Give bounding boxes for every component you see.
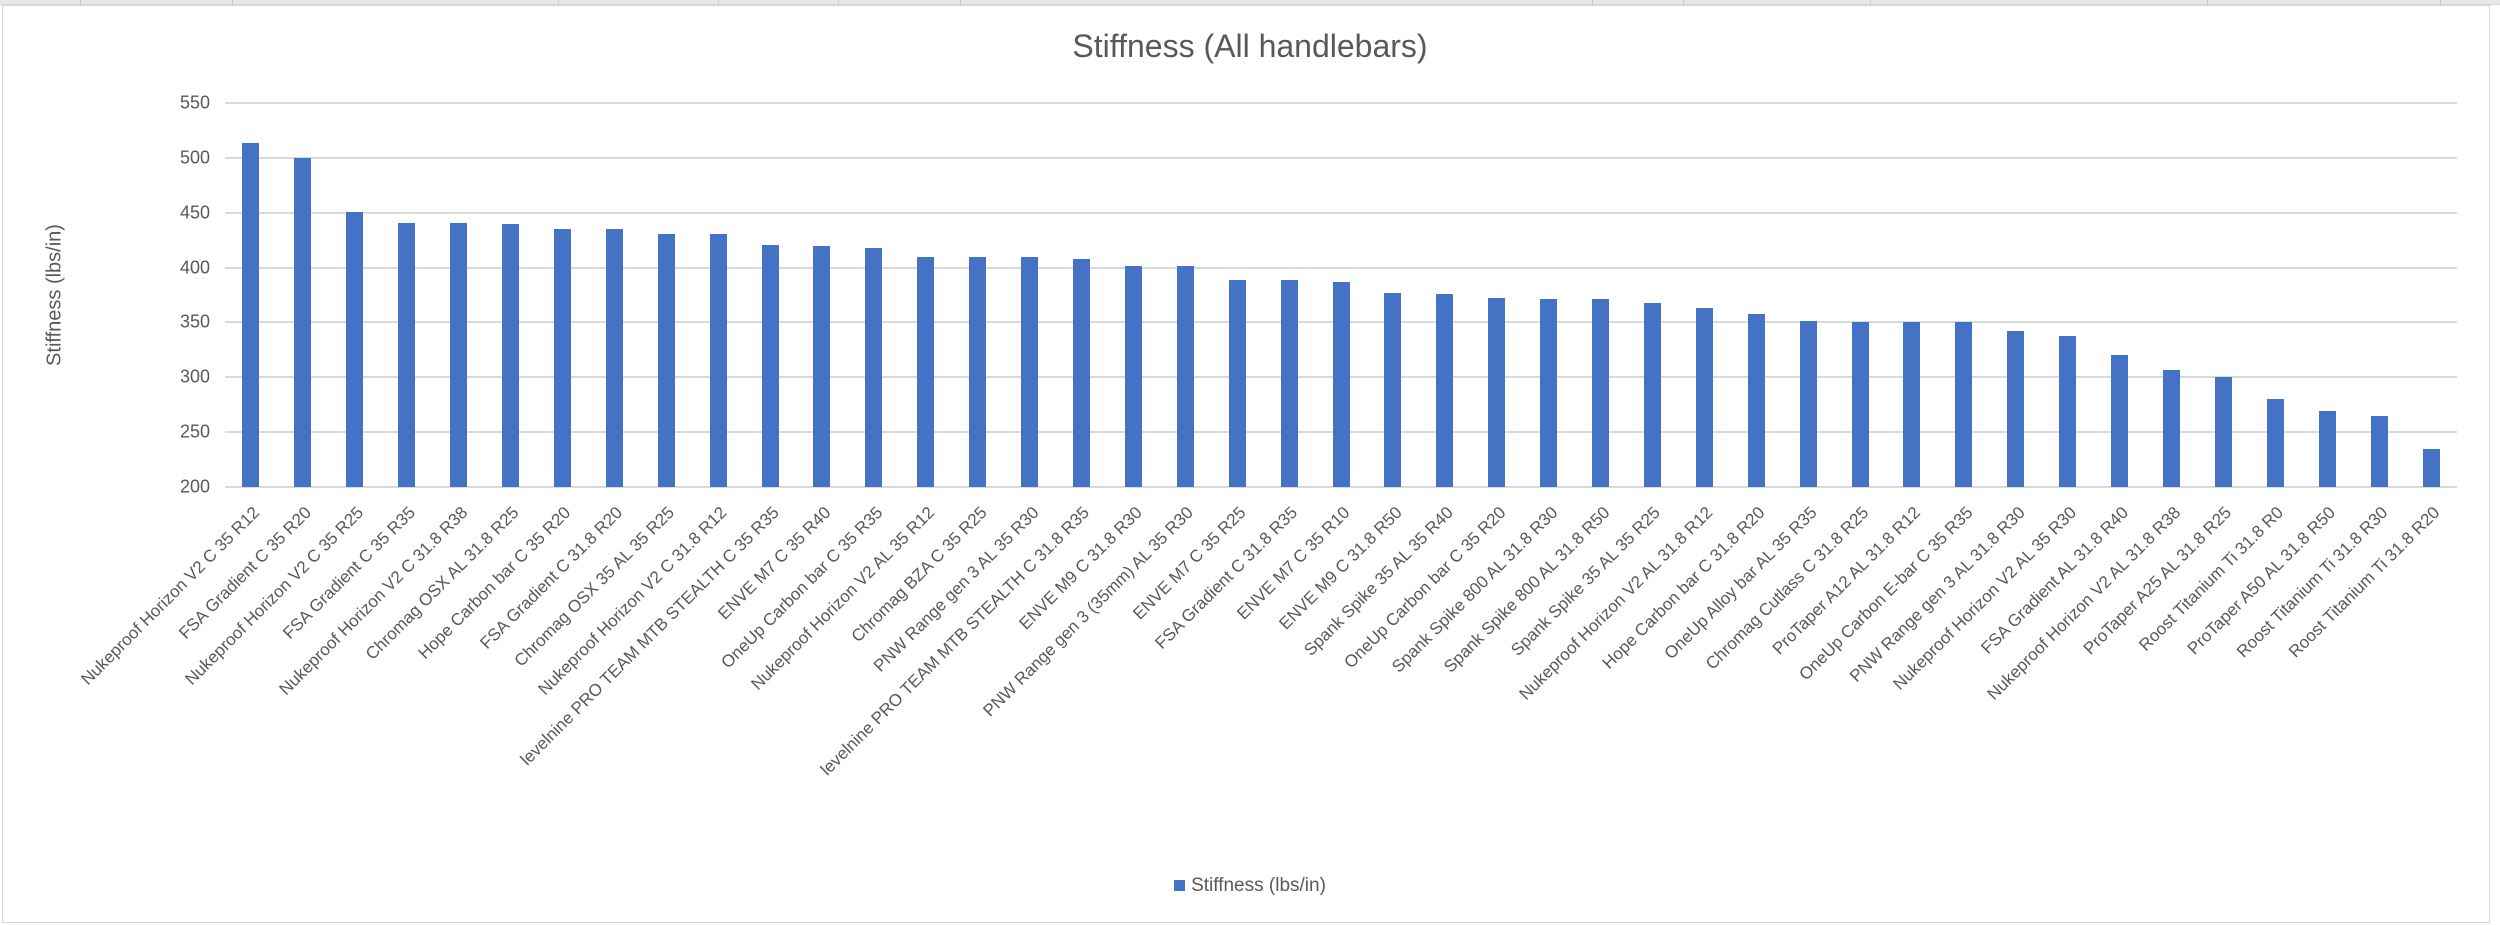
y-tick-label: 300 xyxy=(179,366,210,387)
bar[interactable] xyxy=(2214,377,2232,487)
y-tick-label: 200 xyxy=(179,476,210,497)
bar[interactable] xyxy=(1021,256,1039,487)
bar[interactable] xyxy=(1592,299,1610,487)
bar[interactable] xyxy=(761,244,779,487)
bar[interactable] xyxy=(294,157,312,487)
bar[interactable] xyxy=(398,222,416,487)
bar[interactable] xyxy=(1072,258,1090,487)
bar[interactable] xyxy=(1747,313,1765,487)
bar[interactable] xyxy=(450,222,468,487)
bar[interactable] xyxy=(1228,279,1246,487)
bar[interactable] xyxy=(2111,355,2129,487)
bar[interactable] xyxy=(346,211,364,487)
bar[interactable] xyxy=(1695,308,1713,487)
bar[interactable] xyxy=(1384,292,1402,487)
y-tick-label: 400 xyxy=(179,257,210,278)
bar[interactable] xyxy=(2059,335,2077,487)
bar[interactable] xyxy=(709,233,727,487)
bar[interactable] xyxy=(917,256,935,487)
bar[interactable] xyxy=(2266,399,2284,487)
y-axis-title: Stiffness (lbs/in) xyxy=(43,224,66,366)
sheet-column-divider xyxy=(960,0,961,4)
bar[interactable] xyxy=(1436,293,1454,487)
bar[interactable] xyxy=(1540,299,1558,487)
bar[interactable] xyxy=(813,245,831,487)
plot-area[interactable] xyxy=(225,102,2457,488)
bar[interactable] xyxy=(605,229,623,487)
y-tick-label: 450 xyxy=(179,202,210,223)
bar[interactable] xyxy=(2007,331,2025,487)
bar[interactable] xyxy=(1799,321,1817,487)
bar[interactable] xyxy=(1124,266,1142,487)
gridline xyxy=(225,266,2457,269)
y-tick-label: 500 xyxy=(179,147,210,168)
sheet-column-divider xyxy=(1870,0,1871,4)
bar[interactable] xyxy=(2318,411,2336,487)
bar[interactable] xyxy=(1903,322,1921,487)
bar[interactable] xyxy=(865,247,883,487)
legend-swatch-icon xyxy=(1174,880,1186,892)
gridline xyxy=(225,486,2457,488)
bar[interactable] xyxy=(2163,369,2180,487)
sheet-column-divider xyxy=(2440,0,2441,4)
bar[interactable] xyxy=(242,142,260,487)
legend-label: Stiffness (lbs/in) xyxy=(1191,875,1326,896)
y-tick-label: 350 xyxy=(179,311,210,332)
sheet-column-divider xyxy=(558,0,559,4)
sheet-column-divider xyxy=(80,0,81,4)
sheet-column-divider xyxy=(232,0,233,4)
sheet-column-divider xyxy=(2207,0,2208,4)
bar[interactable] xyxy=(1280,279,1298,487)
bar[interactable] xyxy=(1955,322,1973,487)
y-tick-label: 550 xyxy=(179,92,210,113)
bar[interactable] xyxy=(2422,448,2440,487)
y-tick-label: 250 xyxy=(179,421,210,442)
bar[interactable] xyxy=(1851,322,1869,487)
gridline xyxy=(225,102,2457,104)
sheet-column-divider xyxy=(838,0,839,4)
sheet-column-divider xyxy=(1683,0,1684,4)
gridline xyxy=(225,211,2457,214)
bar[interactable] xyxy=(1643,302,1661,487)
bar[interactable] xyxy=(2370,415,2388,487)
legend[interactable]: Stiffness (lbs/in) xyxy=(0,875,2500,897)
chart-title: Stiffness (All handlebars) xyxy=(1072,28,1428,64)
bar[interactable] xyxy=(501,223,519,487)
bar[interactable] xyxy=(1488,298,1506,487)
bar[interactable] xyxy=(1332,281,1350,487)
bar[interactable] xyxy=(1176,266,1194,487)
bar[interactable] xyxy=(657,233,675,487)
bar[interactable] xyxy=(969,256,987,487)
sheet-column-divider xyxy=(1592,0,1593,4)
bar[interactable] xyxy=(553,229,571,487)
gridline xyxy=(225,156,2457,159)
spreadsheet-grid-strip xyxy=(0,0,2500,5)
sheet-column-divider xyxy=(718,0,719,4)
